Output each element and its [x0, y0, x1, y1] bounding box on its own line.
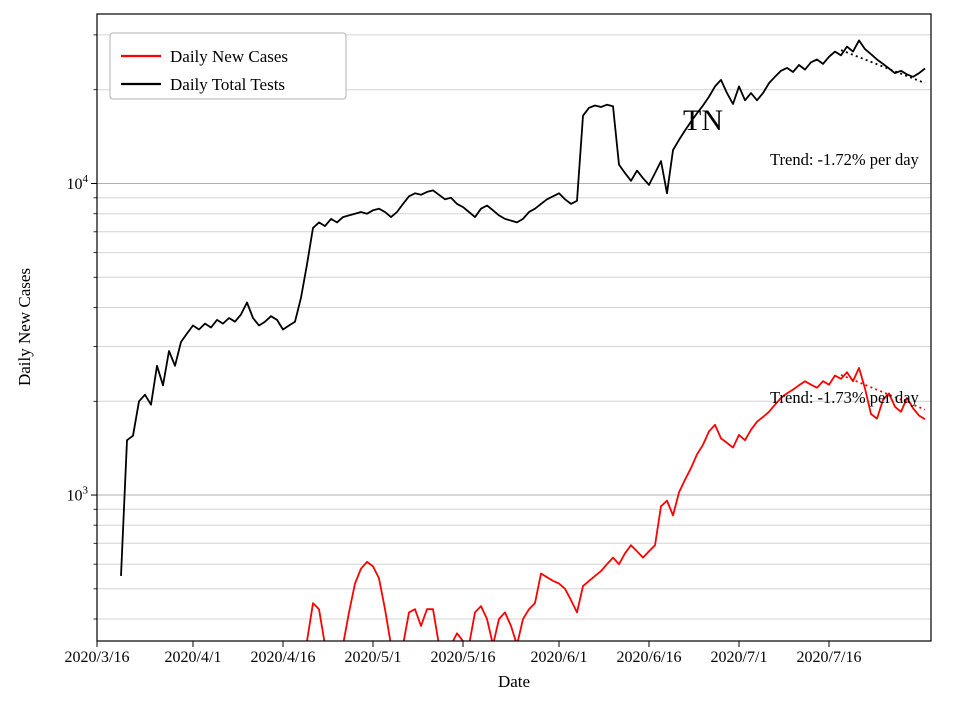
gridlines — [97, 34, 931, 620]
state-label: TN — [683, 104, 723, 137]
x-tick-label: 2020/5/16 — [431, 649, 496, 666]
series-daily-new-cases — [306, 366, 926, 641]
x-axis-label: Date — [498, 672, 530, 691]
x-tick-label: 2020/7/16 — [797, 649, 862, 666]
trend-annotation-cases: Trend: -1.73% per day — [770, 388, 920, 407]
legend-frame — [109, 32, 347, 100]
x-tick-label: 2020/4/16 — [251, 649, 316, 666]
x-tick-label: 2020/6/16 — [617, 649, 682, 666]
trend-annotation-tests: Trend: -1.72% per day — [770, 150, 920, 169]
series-lines — [120, 39, 926, 641]
series-daily-new-cases-trend — [840, 374, 926, 411]
y-axis-label: Daily New Cases — [15, 268, 34, 386]
x-tick-label: 2020/4/1 — [165, 649, 222, 666]
y-tick-label: 104 — [67, 173, 89, 193]
series-daily-total-tests — [120, 39, 926, 576]
legend-label-daily-new-cases: Daily New Cases — [170, 47, 288, 66]
x-tick-label: 2020/6/1 — [531, 649, 588, 666]
plot-border — [96, 13, 932, 642]
x-tick-label: 2020/5/1 — [345, 649, 402, 666]
axis-ticks: 103 104 2020/3/16 2020/4/1 2020/4/16 2020/5/1… — [65, 34, 862, 666]
legend-label-daily-total-tests: Daily Total Tests — [170, 75, 285, 94]
series-daily-total-tests-trend — [840, 49, 926, 84]
x-tick-label: 2020/3/16 — [65, 649, 130, 666]
legend: Daily New Cases Daily Total Tests — [109, 32, 347, 100]
x-tick-label: 2020/7/1 — [711, 649, 768, 666]
y-tick-label: 103 — [67, 485, 89, 505]
